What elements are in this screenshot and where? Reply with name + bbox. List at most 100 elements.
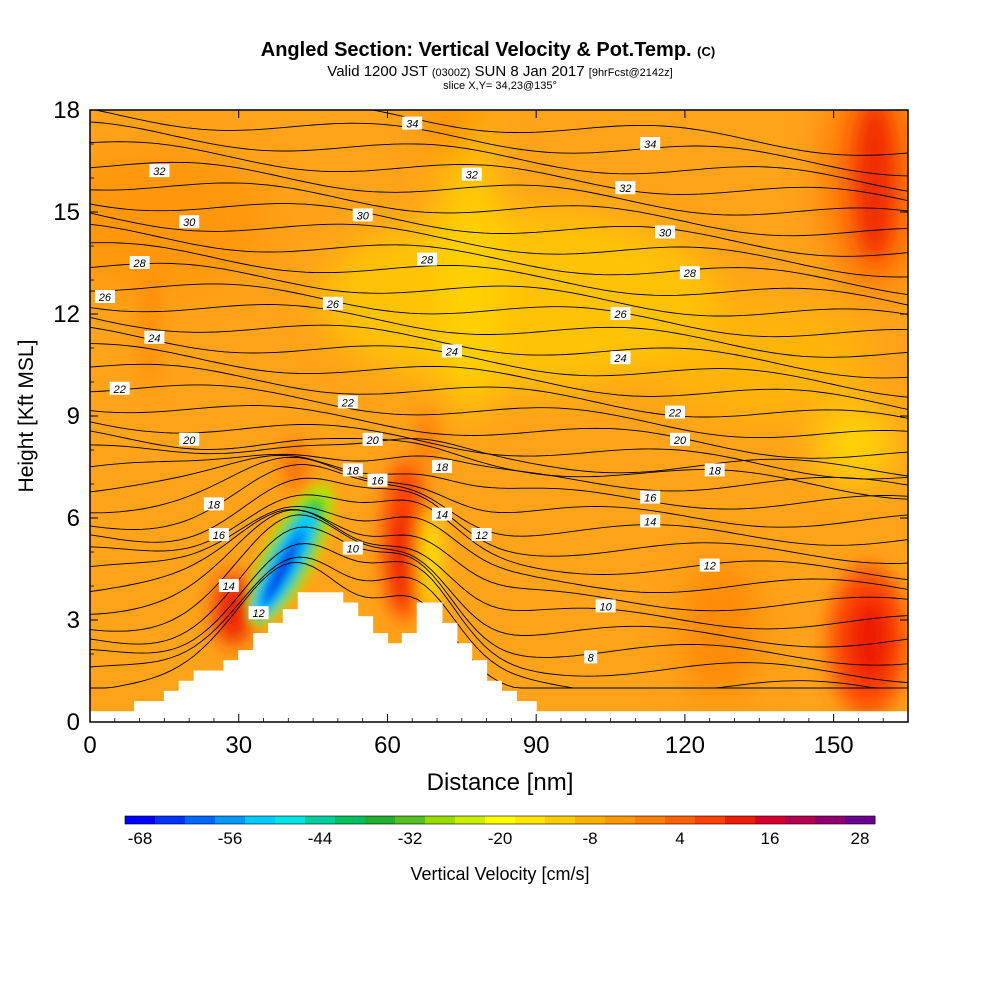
colorbar-swatch bbox=[425, 816, 456, 824]
isotherm-label-text: 8 bbox=[588, 652, 595, 664]
isotherm-label: 20 bbox=[362, 432, 383, 447]
field-orange-top bbox=[430, 110, 480, 165]
colorbar-frame bbox=[124, 815, 876, 825]
y-axis-label: Height [Kft MSL] bbox=[15, 340, 38, 493]
colorbar-tick-label: -68 bbox=[128, 829, 153, 848]
isotherm-lines bbox=[90, 110, 908, 689]
isotherm-label-text: 14 bbox=[436, 510, 448, 522]
colorbar-swatch bbox=[155, 816, 186, 824]
isotherm-line bbox=[90, 343, 908, 410]
isotherm-label: 18 bbox=[432, 460, 452, 474]
isotherm-label-box bbox=[144, 330, 165, 344]
isotherm-line bbox=[90, 182, 908, 237]
downdraft-plume bbox=[245, 483, 335, 627]
isotherm-label-box bbox=[461, 167, 482, 181]
isotherm-label-text: 24 bbox=[445, 346, 458, 358]
isotherm-label-box bbox=[670, 432, 690, 446]
field-yellow-column bbox=[440, 110, 500, 420]
colorbar-swatch bbox=[185, 816, 216, 824]
chart-title: Angled Section: Vertical Velocity & Pot.… bbox=[261, 39, 715, 61]
x-tick-label: 0 bbox=[83, 732, 96, 759]
colorbar-swatch bbox=[455, 816, 486, 824]
isotherm-label: 10 bbox=[595, 599, 616, 613]
isotherm-label-text: 28 bbox=[132, 258, 146, 270]
isotherm-label-text: 34 bbox=[406, 119, 418, 131]
isotherm-line bbox=[90, 514, 908, 648]
isotherm-line bbox=[90, 141, 908, 202]
isotherm-label: 14 bbox=[218, 579, 239, 593]
y-tick-label: 15 bbox=[53, 199, 80, 226]
chart-subtitle: Valid 1200 JST (0300Z) SUN 8 Jan 2017 [9… bbox=[327, 63, 672, 80]
isotherm-label-text: 34 bbox=[644, 139, 656, 151]
isotherm-label-box bbox=[610, 307, 631, 320]
isotherm-label-box bbox=[218, 579, 239, 592]
colorbar-swatch bbox=[605, 816, 636, 824]
isotherm-label: 12 bbox=[699, 558, 720, 573]
isotherm-label: 14 bbox=[432, 507, 452, 522]
isotherm-label: 32 bbox=[461, 167, 482, 182]
isotherm-label-text: 14 bbox=[644, 516, 656, 528]
isotherm-label-box bbox=[109, 381, 130, 395]
colorbar-swatch bbox=[785, 816, 816, 824]
isotherm-label-box bbox=[655, 225, 676, 239]
isotherm-label: 18 bbox=[704, 463, 725, 477]
isotherm-line bbox=[90, 212, 908, 278]
isotherm-label: 22 bbox=[109, 381, 130, 396]
isotherm-label-box bbox=[584, 650, 598, 664]
terrain bbox=[90, 592, 908, 722]
colorbar-tick-label: -32 bbox=[398, 829, 423, 848]
isotherm-label: 22 bbox=[337, 395, 358, 409]
isotherm-line bbox=[90, 477, 908, 564]
isotherm-label-box bbox=[179, 215, 200, 229]
isotherm-label-text: 26 bbox=[613, 309, 627, 321]
isotherm-line bbox=[90, 161, 908, 216]
isotherm-label-text: 32 bbox=[619, 183, 631, 195]
colorbar-swatch bbox=[275, 816, 306, 824]
isotherm-label-box bbox=[640, 514, 661, 528]
isotherm-label-text: 18 bbox=[347, 465, 360, 477]
isotherm-label-box bbox=[679, 266, 700, 280]
chart-subtitle-slice: slice X,Y= 34,23@135° bbox=[443, 80, 557, 92]
isotherm-label-box bbox=[640, 137, 661, 150]
field-red-column-right bbox=[855, 110, 895, 260]
isotherm-label-text: 12 bbox=[475, 530, 487, 542]
isotherm-label-text: 22 bbox=[668, 408, 681, 420]
isotherm-label: 30 bbox=[352, 208, 373, 222]
isotherm-label-text: 16 bbox=[213, 530, 226, 542]
colorbar-swatch bbox=[545, 816, 576, 824]
colorbar-swatch bbox=[725, 816, 756, 824]
isotherm-line bbox=[90, 304, 908, 358]
isotherm-label-box bbox=[342, 463, 363, 477]
field-yellow-valley bbox=[422, 510, 438, 610]
isotherm-label: 22 bbox=[665, 405, 685, 420]
colorbar-swatch bbox=[485, 816, 516, 824]
isotherm-label: 30 bbox=[179, 215, 200, 229]
field-orange-lower-mid bbox=[680, 560, 760, 700]
isotherm-line bbox=[90, 405, 908, 459]
isotherm-label-text: 28 bbox=[683, 268, 697, 280]
x-axis-label: Distance [nm] bbox=[427, 769, 574, 796]
colorbar-tick-label: 28 bbox=[851, 829, 870, 848]
isotherm-label-text: 18 bbox=[436, 462, 449, 474]
isotherm-label: 14 bbox=[640, 514, 661, 528]
isotherm-label: 20 bbox=[670, 432, 690, 447]
isotherm-label-text: 16 bbox=[644, 493, 657, 505]
isotherm-label: 10 bbox=[342, 541, 363, 556]
x-tick-label: 90 bbox=[523, 732, 550, 759]
isotherm-label: 18 bbox=[342, 463, 363, 477]
vertical-velocity-field: 34 34 32 32 32 30 30 30 28 28 28 26 26 26 24 24 24 22 22 22… bbox=[90, 110, 908, 722]
colorbar-swatch bbox=[395, 816, 426, 824]
colorbar-swatch bbox=[305, 816, 336, 824]
isotherm-label: 28 bbox=[679, 266, 700, 280]
isotherm-labels: 34 34 32 32 32 30 30 30 28 28 28 26 26 26 24 24 24 22 22 22… bbox=[94, 116, 725, 664]
isotherm-label: 24 bbox=[144, 330, 165, 345]
colorbar-swatch bbox=[845, 816, 876, 824]
colorbar-swatch bbox=[365, 816, 396, 824]
isotherm-label: 20 bbox=[179, 432, 200, 447]
colorbar-tick-label: 4 bbox=[675, 829, 684, 848]
field-orange-small-mid bbox=[419, 410, 435, 470]
isotherm-label: 16 bbox=[640, 490, 661, 505]
isotherm-line bbox=[90, 430, 908, 500]
isotherm-line bbox=[90, 363, 908, 419]
